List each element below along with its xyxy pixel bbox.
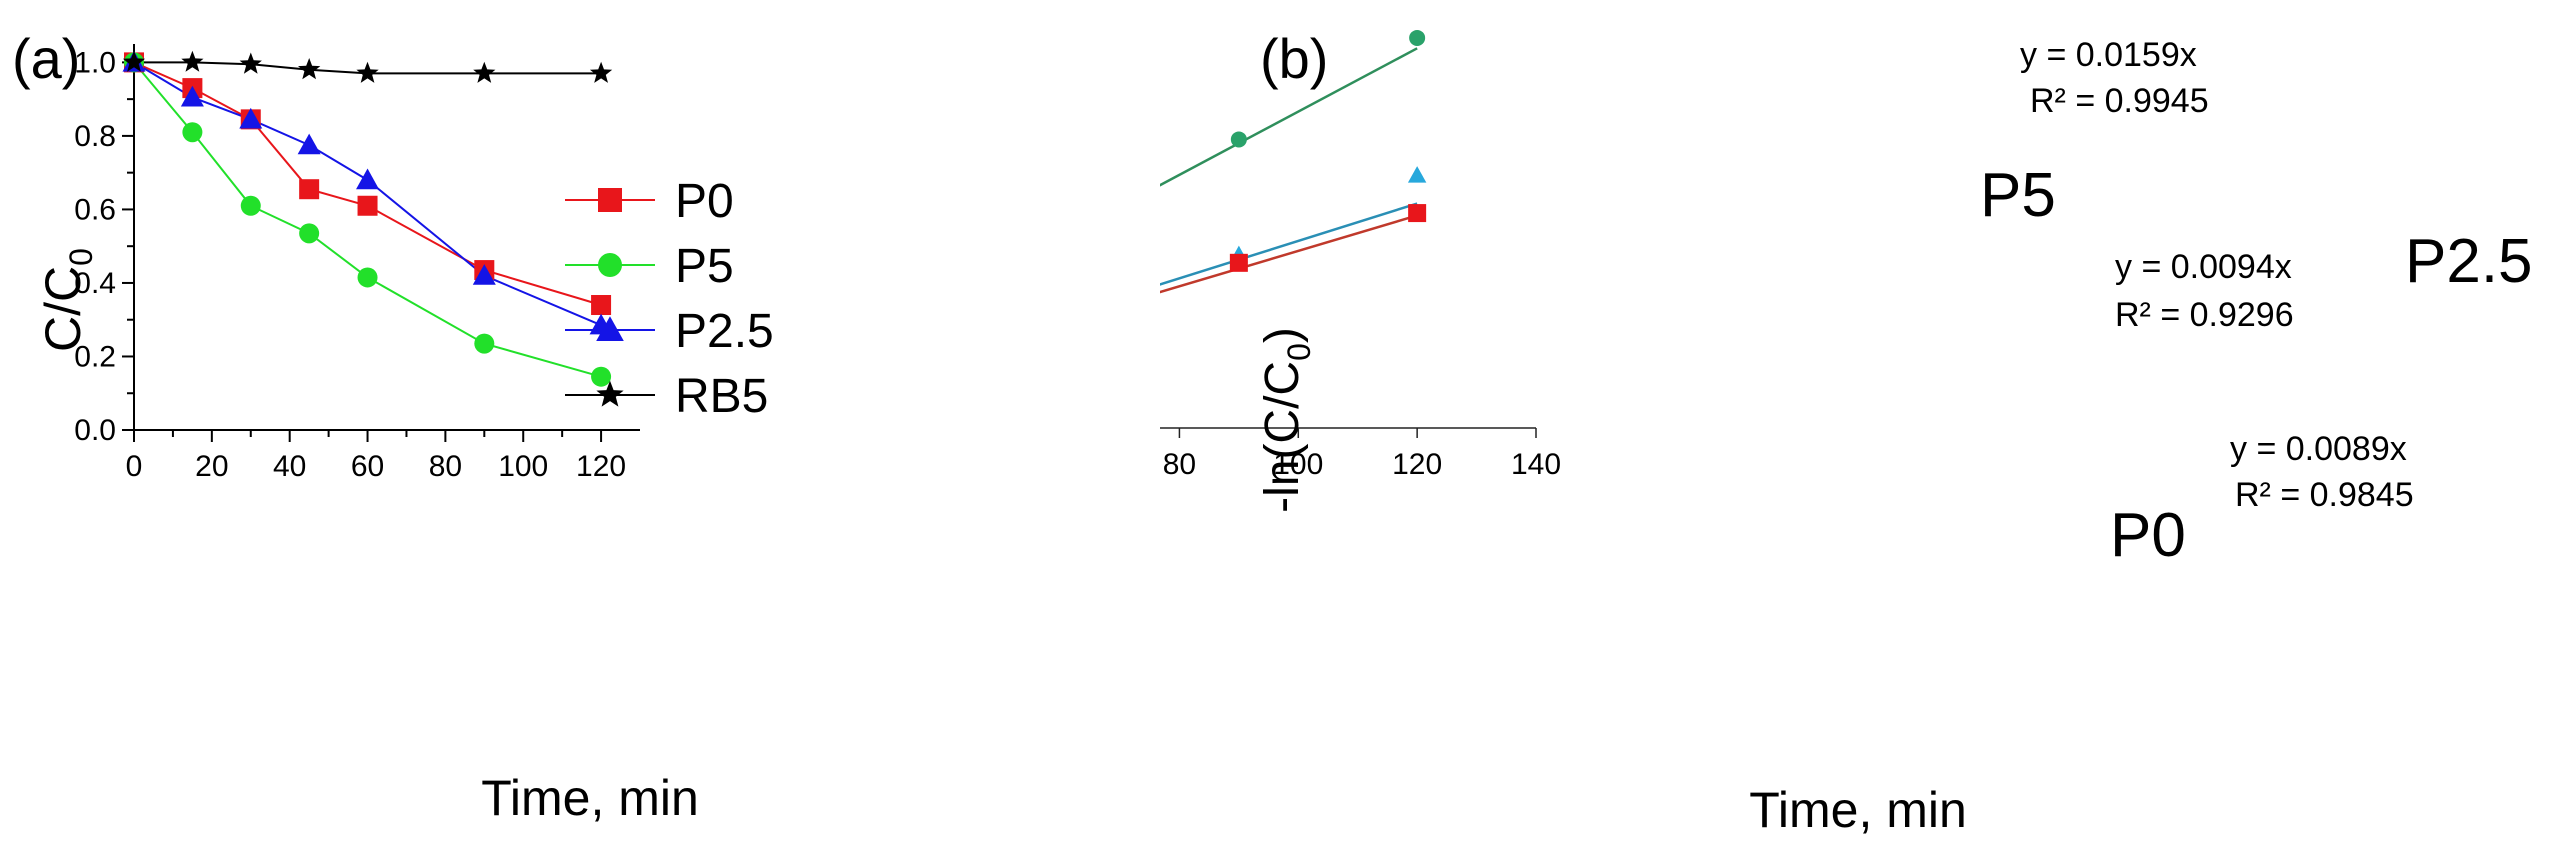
chart-a: (a) 0 20 40 60 80 100 120 0.0 0.2 0.4 0.6 0.8 1.0 P0… [12,27,774,826]
annotation-p5-equation: y = 0.0159x [2020,36,2197,74]
fit-line-P0 [1160,214,1418,294]
chart-a-ylabel-main: C/C [35,266,91,352]
svg-text:-ln(C/C0): -ln(C/C0) [1256,327,1317,513]
x-tick-label: 60 [351,450,384,483]
chart-b-ylabel-end: ) [1256,327,1309,343]
point-P25 [180,85,204,107]
point-P25 [1407,166,1427,183]
x-tick-label: 120 [1392,448,1442,481]
annotation-p25-r2: R² = 0.9296 [2115,296,2294,334]
point-RB5 [356,61,379,83]
chart-a-markers [122,50,613,387]
chart-b-ylabel: -ln(C/C0) [1256,327,1317,513]
point-P5 [357,267,378,288]
legend-label-P25: P2.5 [675,305,774,358]
chart-b-markers [1229,29,1427,272]
point-P5 [591,366,612,387]
chart-a-legend: P0 P5 P2.5 RB5 [565,175,774,423]
point-P5 [299,223,320,244]
fit-line-P5 [1160,47,1418,187]
legend-label-P5: P5 [675,240,734,293]
y-tick-label: 0.2 [74,340,116,373]
annotation-p25-equation: y = 0.0094x [2115,248,2292,286]
annotation-p5-r2: R² = 0.9945 [2030,82,2209,120]
point-P25 [356,168,380,190]
annotation-p0-r2: R² = 0.9845 [2235,476,2414,514]
legend-marker-P5 [598,253,622,277]
point-RB5 [239,52,262,74]
legend-label-RB5: RB5 [675,370,768,423]
y-tick-label: 0.6 [74,193,116,226]
point-P5 [1409,29,1426,46]
annotation-p0-name: P0 [2110,501,2186,570]
legend-marker-RB5 [596,380,624,407]
point-RB5 [122,50,146,72]
chart-a-axes: 0 20 40 60 80 100 120 0.0 0.2 0.4 0.6 0.8 1.0 [74,44,640,483]
point-P25 [472,264,496,285]
point-RB5 [473,61,496,83]
chart-a-ylabel-sub: 0 [63,248,99,266]
y-tick-label: 0.8 [74,120,116,153]
annotation-p5-name: P5 [1980,161,2056,230]
panel-a-label: (a) [12,27,80,90]
point-RB5 [298,58,321,80]
chart-b-axes: 02040608010012014000.511.52 [1160,427,1561,481]
point-P5 [1230,131,1247,148]
panel-b-label: (b) [1260,27,1328,90]
point-P0 [299,179,320,200]
chart-b-fit-lines [1160,47,1418,294]
y-tick-label: 0.4 [74,267,116,300]
x-tick-label: 40 [273,450,306,483]
series-line-P5 [133,61,602,378]
chart-b: (b) 02040608010012014000.511.52 y = 0.01… [1160,27,2533,838]
chart-a-xlabel: Time, min [481,770,699,826]
x-tick-label: 20 [195,450,228,483]
point-P25 [239,107,263,129]
x-tick-label: 100 [498,450,548,483]
point-P5 [240,195,261,216]
svg-text:C/C0: C/C0 [35,248,99,352]
point-RB5 [589,61,613,83]
x-tick-label: 0 [126,450,143,483]
x-tick-label: 100 [1273,448,1323,481]
fit-line-P25 [1160,202,1418,286]
point-P5 [474,333,495,354]
x-tick-label: 120 [576,450,626,483]
legend-marker-P0 [598,188,622,212]
point-P0 [591,295,612,316]
chart-b-ylabel-sub: 0 [1281,343,1317,361]
chart-b-ylabel-main: -ln(C/C [1256,361,1309,513]
y-tick-label: 1.0 [74,46,116,79]
point-P5 [182,122,203,143]
point-P0 [357,195,378,216]
chart-b-xlabel: Time, min [1749,782,1967,838]
chart-a-series-lines [133,61,602,378]
point-P0 [1408,204,1427,223]
x-tick-label: 80 [1163,448,1196,481]
annotation-p25-name: P2.5 [2405,227,2533,296]
legend-label-P0: P0 [675,175,734,228]
point-P0 [1229,253,1248,272]
x-tick-label: 140 [1511,448,1561,481]
point-RB5 [181,50,204,72]
x-tick-label: 80 [429,450,462,483]
annotation-p0-equation: y = 0.0089x [2230,430,2407,468]
chart-a-ylabel: C/C0 [35,248,99,352]
y-tick-label: 0.0 [74,414,116,447]
legend-marker-P25 [596,316,624,342]
point-P25 [297,133,321,155]
